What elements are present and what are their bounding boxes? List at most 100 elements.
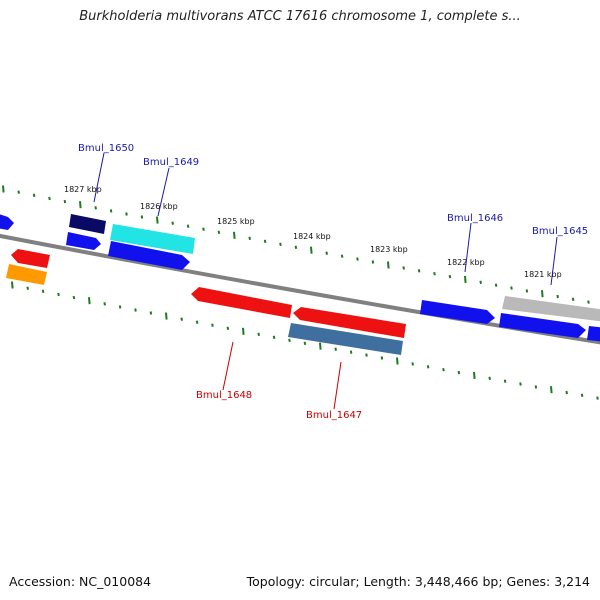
- scale-tick: [525, 289, 529, 293]
- scale-tick: [195, 320, 199, 324]
- scale-tick: [263, 239, 267, 243]
- scale-tick: [565, 390, 568, 395]
- gene-label[interactable]: Bmul_1650: [78, 143, 134, 154]
- gene-label[interactable]: Bmul_1648: [196, 390, 252, 401]
- scale-tick: [580, 393, 584, 397]
- scale-tick: [349, 350, 353, 354]
- scale-tick: [211, 323, 214, 327]
- scale-tick: [494, 283, 498, 287]
- tick-label: 1823 kbp: [370, 245, 408, 254]
- scale-tick: [11, 281, 14, 289]
- scale-tick: [417, 269, 421, 273]
- gene-arrow[interactable]: [6, 264, 47, 285]
- scale-tick: [180, 317, 183, 321]
- scale-tick: [402, 266, 405, 270]
- gene-arrow[interactable]: [66, 232, 101, 250]
- scale-tick: [519, 382, 522, 386]
- scale-tick: [248, 236, 251, 240]
- topology-summary: Topology: circular; Length: 3,448,466 bp…: [246, 574, 590, 589]
- scale-tick: [72, 295, 76, 300]
- scale-tick: [340, 254, 344, 258]
- scale-tick: [149, 311, 153, 315]
- scale-tick: [140, 215, 144, 219]
- scale-tick: [426, 365, 430, 369]
- gene-bmul-1647-arrow[interactable]: [293, 307, 406, 338]
- scale-tick: [448, 274, 452, 279]
- scale-tick: [387, 261, 390, 269]
- tick-label: 1824 kbp: [293, 232, 331, 241]
- scale-tick: [571, 297, 575, 301]
- outer-tick-ring: [2, 185, 590, 304]
- scale-tick: [541, 290, 544, 298]
- forward-genes: [0, 213, 600, 342]
- scale-tick: [26, 286, 29, 290]
- gene-bmul-1647[interactable]: [288, 323, 403, 355]
- gene-arrow[interactable]: [108, 241, 190, 270]
- tick-label: 1821 kbp: [524, 270, 562, 279]
- gene-arrow[interactable]: [11, 249, 50, 268]
- accession-text: Accession: NC_010084: [9, 574, 152, 589]
- gene-label[interactable]: Bmul_1647: [306, 410, 362, 421]
- scale-tick: [226, 326, 230, 330]
- scale-tick: [380, 356, 384, 360]
- scale-tick: [17, 190, 20, 194]
- scale-tick: [272, 335, 276, 339]
- map-title: Burkholderia multivorans ATCC 17616 chro…: [79, 9, 521, 24]
- scale-tick: [41, 289, 45, 293]
- gene-label[interactable]: Bmul_1645: [532, 226, 588, 237]
- scale-tick: [257, 332, 260, 336]
- scale-tick: [411, 362, 414, 366]
- scale-tick: [534, 385, 538, 389]
- gene-arrow[interactable]: [587, 326, 600, 342]
- scale-tick: [319, 342, 322, 350]
- scale-tick: [279, 242, 282, 246]
- scale-tick: [488, 376, 491, 380]
- gene-bmul-1649[interactable]: [110, 224, 195, 254]
- gene-bmul-1648[interactable]: [191, 287, 292, 318]
- scale-tick: [63, 199, 67, 204]
- gene-bmul-1650[interactable]: [69, 214, 106, 234]
- scale-tick: [310, 246, 313, 254]
- scale-tick: [165, 312, 168, 320]
- tick-label: 1825 kbp: [217, 217, 255, 226]
- inner-tick-ring: [11, 281, 599, 400]
- scale-tick: [596, 396, 599, 400]
- gene-arrow[interactable]: [0, 213, 14, 230]
- label-leaders: [93, 152, 558, 410]
- gene-arrow[interactable]: [499, 313, 586, 338]
- scale-tick: [556, 294, 559, 299]
- scale-tick: [125, 212, 128, 216]
- tick-label: 1827 kbp: [64, 185, 102, 194]
- scale-tick: [303, 341, 307, 345]
- scale-tick: [57, 292, 60, 297]
- scale-tick: [365, 353, 368, 357]
- scale-tick: [294, 245, 298, 249]
- gene-bmul-1646[interactable]: [420, 300, 495, 324]
- scale-tick: [325, 251, 328, 255]
- scale-tick: [103, 302, 106, 306]
- scale-tick: [442, 368, 445, 372]
- scale-tick: [464, 275, 467, 283]
- scale-tick: [217, 230, 221, 234]
- scale-tick: [79, 201, 82, 209]
- scale-tick: [134, 308, 137, 312]
- scale-tick: [48, 196, 51, 201]
- gene-label[interactable]: Bmul_1646: [447, 213, 503, 224]
- scale-tick: [2, 185, 5, 193]
- scale-tick: [156, 216, 159, 224]
- scale-tick: [118, 305, 122, 309]
- gene-label[interactable]: Bmul_1649: [143, 157, 199, 168]
- scale-tick: [510, 286, 513, 290]
- scale-tick: [186, 224, 190, 228]
- scale-tick: [396, 357, 399, 365]
- scale-tick: [457, 370, 461, 375]
- scale-tick: [587, 300, 590, 304]
- gene-bmul-1645[interactable]: [502, 296, 600, 322]
- scale-tick: [550, 386, 553, 394]
- scale-tick: [371, 260, 375, 264]
- scale-tick: [233, 231, 236, 239]
- scale-tick: [503, 379, 507, 383]
- scale-tick: [109, 209, 113, 213]
- scale-tick: [433, 272, 436, 276]
